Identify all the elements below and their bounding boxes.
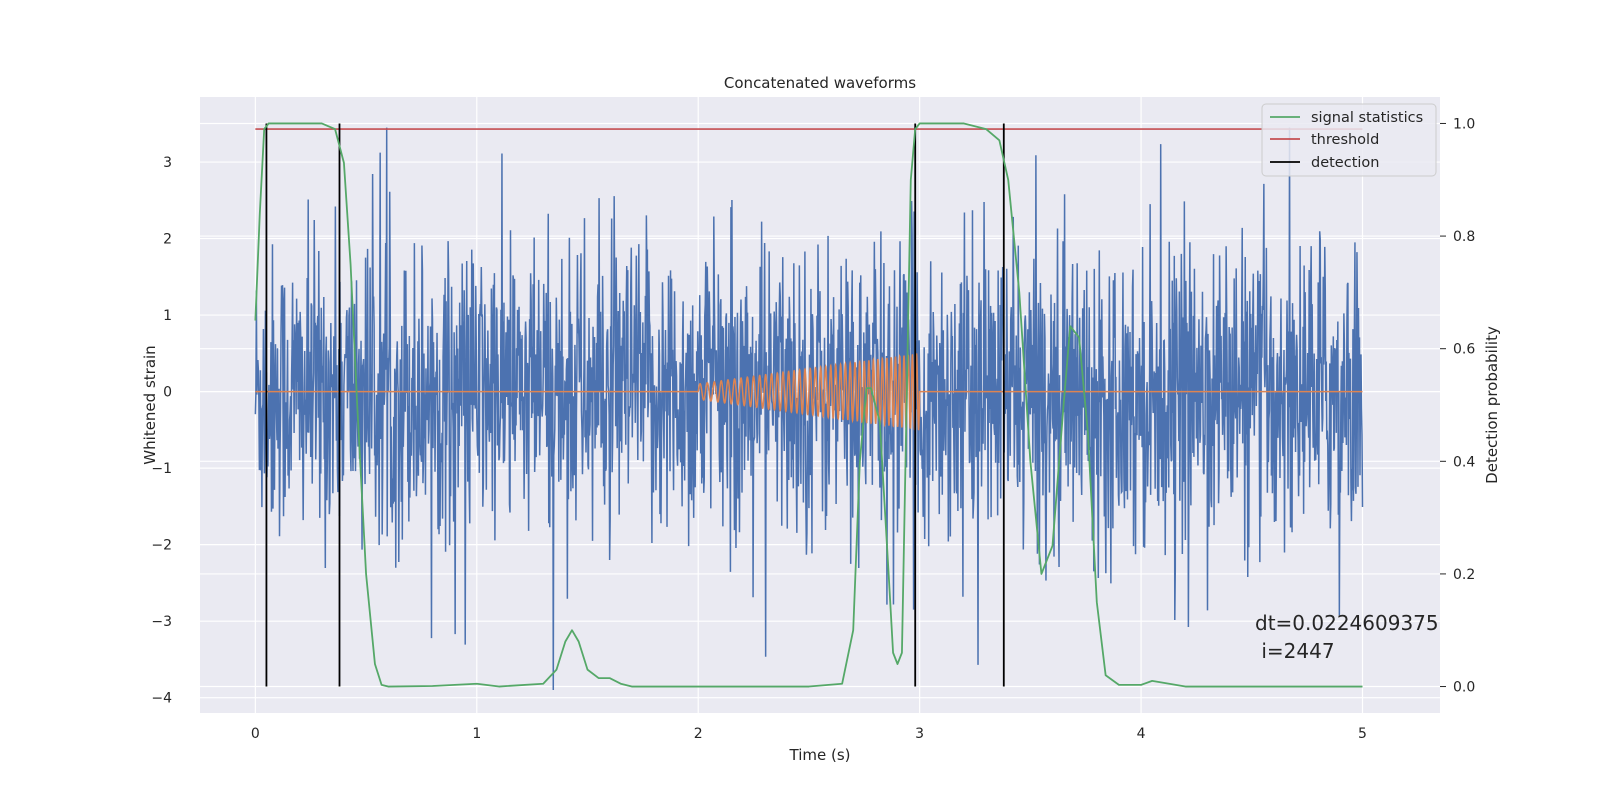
legend-label-detection: detection bbox=[1311, 155, 1379, 171]
y-tick-label: −2 bbox=[151, 538, 172, 554]
legend-label-signal: signal statistics bbox=[1311, 110, 1423, 126]
y2-axis-label: Detection probability bbox=[1483, 326, 1501, 484]
probability-series bbox=[254, 122, 1363, 688]
injection-series bbox=[255, 353, 1363, 431]
annotation-dt: dt=0.0224609375 bbox=[1255, 611, 1439, 635]
y-tick-label: −3 bbox=[151, 614, 172, 630]
y-tick-label: 3 bbox=[163, 155, 172, 171]
y-tick-label: 1 bbox=[163, 308, 172, 324]
x-tick-label: 0 bbox=[251, 726, 260, 742]
y-tick-label: −4 bbox=[151, 691, 172, 707]
x-tick-label: 4 bbox=[1137, 726, 1146, 742]
y2-tick-label: 0.8 bbox=[1453, 229, 1475, 245]
annotation-i: i=2447 bbox=[1255, 639, 1335, 663]
x-tick-label: 2 bbox=[694, 726, 703, 742]
y-tick-label: 2 bbox=[163, 232, 172, 248]
x-tick-label: 5 bbox=[1358, 726, 1367, 742]
signal-statistics-line bbox=[254, 122, 1363, 688]
y-tick-label: 0 bbox=[163, 385, 172, 401]
y2-tick-label: 0.6 bbox=[1453, 342, 1475, 358]
legend: signal statistics threshold detection bbox=[1261, 103, 1437, 177]
x-axis-label: Time (s) bbox=[789, 746, 851, 764]
y2-tick-label: 0.2 bbox=[1453, 567, 1475, 583]
y-axis-label: Whitened strain bbox=[141, 345, 159, 464]
legend-frame bbox=[1261, 103, 1437, 177]
x-tick-label: 1 bbox=[472, 726, 481, 742]
y-tick-label: −1 bbox=[151, 461, 172, 477]
legend-label-threshold: threshold bbox=[1311, 132, 1379, 148]
y2-tick-label: 0.0 bbox=[1453, 680, 1475, 696]
injection-line bbox=[255, 353, 1363, 431]
x-tick-label: 3 bbox=[915, 726, 924, 742]
annotation: dt=0.0224609375 i=2447 bbox=[1255, 611, 1439, 663]
axes: Concatenated waveforms Time (s) Whitened… bbox=[141, 74, 1501, 764]
chart-title: Concatenated waveforms bbox=[724, 74, 916, 92]
tick-labels: 0 1 2 3 4 5 −4 −3 −2 −1 0 1 2 3 0.0 0.2 0.4 0.6 0.8 1.0 bbox=[151, 116, 1475, 742]
y2-tick-label: 1.0 bbox=[1453, 116, 1475, 132]
y2-tick-label: 0.4 bbox=[1453, 454, 1475, 470]
